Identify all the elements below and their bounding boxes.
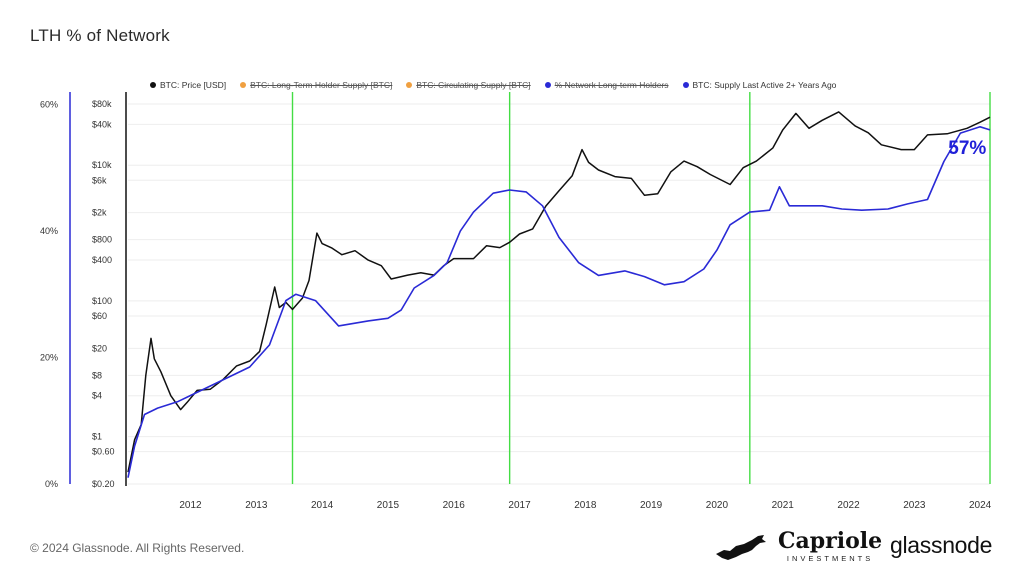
legend-dot-icon: [682, 82, 689, 88]
price-axis-tick-label: $1: [92, 432, 102, 442]
left-axis-tick-label: 20%: [40, 353, 58, 363]
price-axis-tick-label: $4: [92, 391, 102, 401]
x-axis-tick-label: 2012: [179, 500, 202, 511]
price-axis-tick-label: $100: [92, 296, 112, 306]
price-axis-tick-label: $40k: [92, 119, 112, 129]
legend-label: BTC: Price [USD]: [160, 80, 227, 90]
price-axis-tick-label: $2k: [92, 208, 107, 218]
legend-label: % Network Long-term Holders: [554, 80, 669, 90]
price-axis-tick-label: $60: [92, 311, 107, 321]
capriole-name: Capriole: [778, 528, 883, 554]
horse-icon: [716, 534, 766, 560]
copyright-footer: © 2024 Glassnode. All Rights Reserved.: [30, 541, 245, 555]
legend-label: BTC: Supply Last Active 2+ Years Ago: [692, 80, 837, 90]
x-axis-tick-label: 2018: [574, 500, 597, 511]
legend-label: BTC: Circulating Supply [BTC]: [416, 80, 531, 90]
left-axis-tick-label: 60%: [40, 100, 58, 110]
x-axis-tick-label: 2014: [311, 500, 334, 511]
legend-dot-icon: [150, 82, 156, 88]
price-axis-tick-label: $80k: [92, 99, 112, 109]
price-axis-tick-label: $0.20: [92, 479, 115, 489]
legend-dot-icon: [240, 82, 247, 88]
legend-item[interactable]: BTC: Long-Term Holder Supply [BTC]: [240, 80, 392, 90]
legend-item[interactable]: BTC: Price [USD]: [150, 80, 226, 90]
capriole-logo: Capriole INVESTMENTS: [714, 530, 882, 563]
capriole-subtitle: INVESTMENTS: [786, 554, 874, 563]
x-axis-tick-label: 2015: [377, 500, 400, 511]
price-axis-tick-label: $400: [92, 255, 112, 265]
legend-label: BTC: Long-Term Holder Supply [BTC]: [250, 80, 393, 90]
x-axis-tick-label: 2019: [640, 500, 663, 511]
price-axis-tick-label: $8: [92, 370, 102, 380]
legend-dot-icon: [406, 82, 413, 88]
x-axis-tick-label: 2023: [903, 500, 926, 511]
price-axis-tick-label: $20: [92, 343, 107, 353]
price-series-line: [127, 111, 991, 473]
supply-2y-series-line: [127, 126, 991, 478]
page-title: LTH % of Network: [30, 26, 170, 45]
price-axis-tick-label: $0.60: [92, 447, 115, 457]
legend-item[interactable]: BTC: Supply Last Active 2+ Years Ago: [682, 80, 837, 90]
price-axis-tick-label: $10k: [92, 160, 112, 170]
price-axis-tick-label: $800: [92, 235, 112, 245]
annotation-label: 57%: [948, 138, 986, 159]
legend-item[interactable]: % Network Long-term Holders: [544, 80, 669, 90]
legend-dot-icon: [544, 82, 551, 88]
x-axis-tick-label: 2022: [837, 500, 860, 511]
left-axis-tick-label: 0%: [45, 479, 58, 489]
x-axis-tick-label: 2016: [443, 500, 466, 511]
x-axis-tick-label: 2017: [508, 500, 531, 511]
x-axis-tick-label: 2024: [969, 500, 992, 511]
price-axis-tick-label: $6k: [92, 175, 107, 185]
x-axis-tick-label: 2020: [706, 500, 729, 511]
x-axis-tick-label: 2013: [245, 500, 268, 511]
legend-item[interactable]: BTC: Circulating Supply [BTC]: [406, 80, 531, 90]
chart-legend: BTC: Price [USD] BTC: Long-Term Holder Su…: [150, 80, 836, 90]
left-axis-tick-label: 40%: [40, 226, 58, 236]
glassnode-logo: glassnode: [890, 532, 993, 558]
x-axis-tick-label: 2021: [772, 500, 795, 511]
